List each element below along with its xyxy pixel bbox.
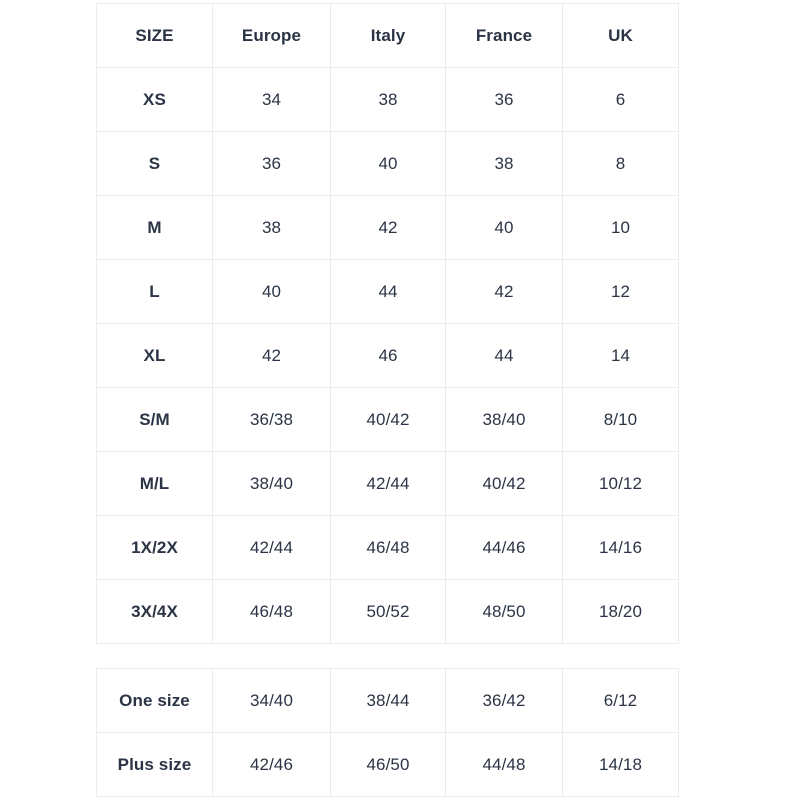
cell-uk: 14 xyxy=(562,323,679,388)
cell-italy: 42 xyxy=(330,195,446,260)
cell-italy: 40/42 xyxy=(330,387,446,452)
cell-uk: 10/12 xyxy=(562,451,679,516)
column-header-uk: UK xyxy=(562,3,679,68)
table-body: XS 34 38 36 6 S 36 40 38 8 M 38 42 xyxy=(96,67,679,644)
table-header: SIZE Europe Italy France UK xyxy=(96,3,679,68)
cell-italy: 44 xyxy=(330,259,446,324)
column-header-france: France xyxy=(445,3,563,68)
cell-uk: 8/10 xyxy=(562,387,679,452)
cell-france: 40/42 xyxy=(445,451,563,516)
size-conversion-table-container: SIZE Europe Italy France UK XS 34 38 36 … xyxy=(96,3,679,644)
table-row: S/M 36/38 40/42 38/40 8/10 xyxy=(96,387,679,452)
table-header-row: SIZE Europe Italy France UK xyxy=(96,3,679,68)
cell-italy: 46/48 xyxy=(330,515,446,580)
cell-france: 36 xyxy=(445,67,563,132)
table-row: XS 34 38 36 6 xyxy=(96,67,679,132)
cell-europe: 42 xyxy=(212,323,331,388)
table-row: 3X/4X 46/48 50/52 48/50 18/20 xyxy=(96,579,679,644)
general-size-table: One size 34/40 38/44 36/42 6/12 Plus siz… xyxy=(96,668,679,797)
cell-europe: 36/38 xyxy=(212,387,331,452)
size-conversion-table: SIZE Europe Italy France UK XS 34 38 36 … xyxy=(96,3,679,644)
cell-size: M/L xyxy=(96,451,213,516)
cell-size: M xyxy=(96,195,213,260)
column-header-italy: Italy xyxy=(330,3,446,68)
cell-uk: 14/18 xyxy=(562,732,679,797)
general-size-table-container: One size 34/40 38/44 36/42 6/12 Plus siz… xyxy=(96,668,679,797)
cell-europe: 40 xyxy=(212,259,331,324)
cell-uk: 6 xyxy=(562,67,679,132)
cell-france: 44 xyxy=(445,323,563,388)
cell-france: 38/40 xyxy=(445,387,563,452)
cell-uk: 10 xyxy=(562,195,679,260)
table-row: M/L 38/40 42/44 40/42 10/12 xyxy=(96,451,679,516)
cell-italy: 40 xyxy=(330,131,446,196)
cell-france: 42 xyxy=(445,259,563,324)
cell-europe: 34/40 xyxy=(212,668,331,733)
table-row: One size 34/40 38/44 36/42 6/12 xyxy=(96,668,679,733)
cell-size: Plus size xyxy=(96,732,213,797)
cell-france: 36/42 xyxy=(445,668,563,733)
cell-uk: 6/12 xyxy=(562,668,679,733)
table-row: 1X/2X 42/44 46/48 44/46 14/16 xyxy=(96,515,679,580)
cell-france: 40 xyxy=(445,195,563,260)
cell-italy: 42/44 xyxy=(330,451,446,516)
table-row: M 38 42 40 10 xyxy=(96,195,679,260)
table-row: S 36 40 38 8 xyxy=(96,131,679,196)
cell-uk: 12 xyxy=(562,259,679,324)
cell-france: 44/48 xyxy=(445,732,563,797)
cell-europe: 38 xyxy=(212,195,331,260)
cell-europe: 38/40 xyxy=(212,451,331,516)
cell-size: S/M xyxy=(96,387,213,452)
cell-europe: 36 xyxy=(212,131,331,196)
column-header-europe: Europe xyxy=(212,3,331,68)
cell-france: 38 xyxy=(445,131,563,196)
cell-italy: 38 xyxy=(330,67,446,132)
table-row: L 40 44 42 12 xyxy=(96,259,679,324)
cell-size: 1X/2X xyxy=(96,515,213,580)
cell-uk: 8 xyxy=(562,131,679,196)
cell-uk: 18/20 xyxy=(562,579,679,644)
cell-france: 44/46 xyxy=(445,515,563,580)
cell-europe: 34 xyxy=(212,67,331,132)
cell-size: S xyxy=(96,131,213,196)
column-header-size: SIZE xyxy=(96,3,213,68)
table-body: One size 34/40 38/44 36/42 6/12 Plus siz… xyxy=(96,668,679,797)
cell-italy: 50/52 xyxy=(330,579,446,644)
table-row: XL 42 46 44 14 xyxy=(96,323,679,388)
cell-europe: 46/48 xyxy=(212,579,331,644)
cell-uk: 14/16 xyxy=(562,515,679,580)
cell-size: 3X/4X xyxy=(96,579,213,644)
cell-size: L xyxy=(96,259,213,324)
cell-italy: 46 xyxy=(330,323,446,388)
cell-size: XS xyxy=(96,67,213,132)
cell-europe: 42/46 xyxy=(212,732,331,797)
cell-size: XL xyxy=(96,323,213,388)
cell-italy: 38/44 xyxy=(330,668,446,733)
cell-italy: 46/50 xyxy=(330,732,446,797)
cell-size: One size xyxy=(96,668,213,733)
table-row: Plus size 42/46 46/50 44/48 14/18 xyxy=(96,732,679,797)
cell-europe: 42/44 xyxy=(212,515,331,580)
cell-france: 48/50 xyxy=(445,579,563,644)
